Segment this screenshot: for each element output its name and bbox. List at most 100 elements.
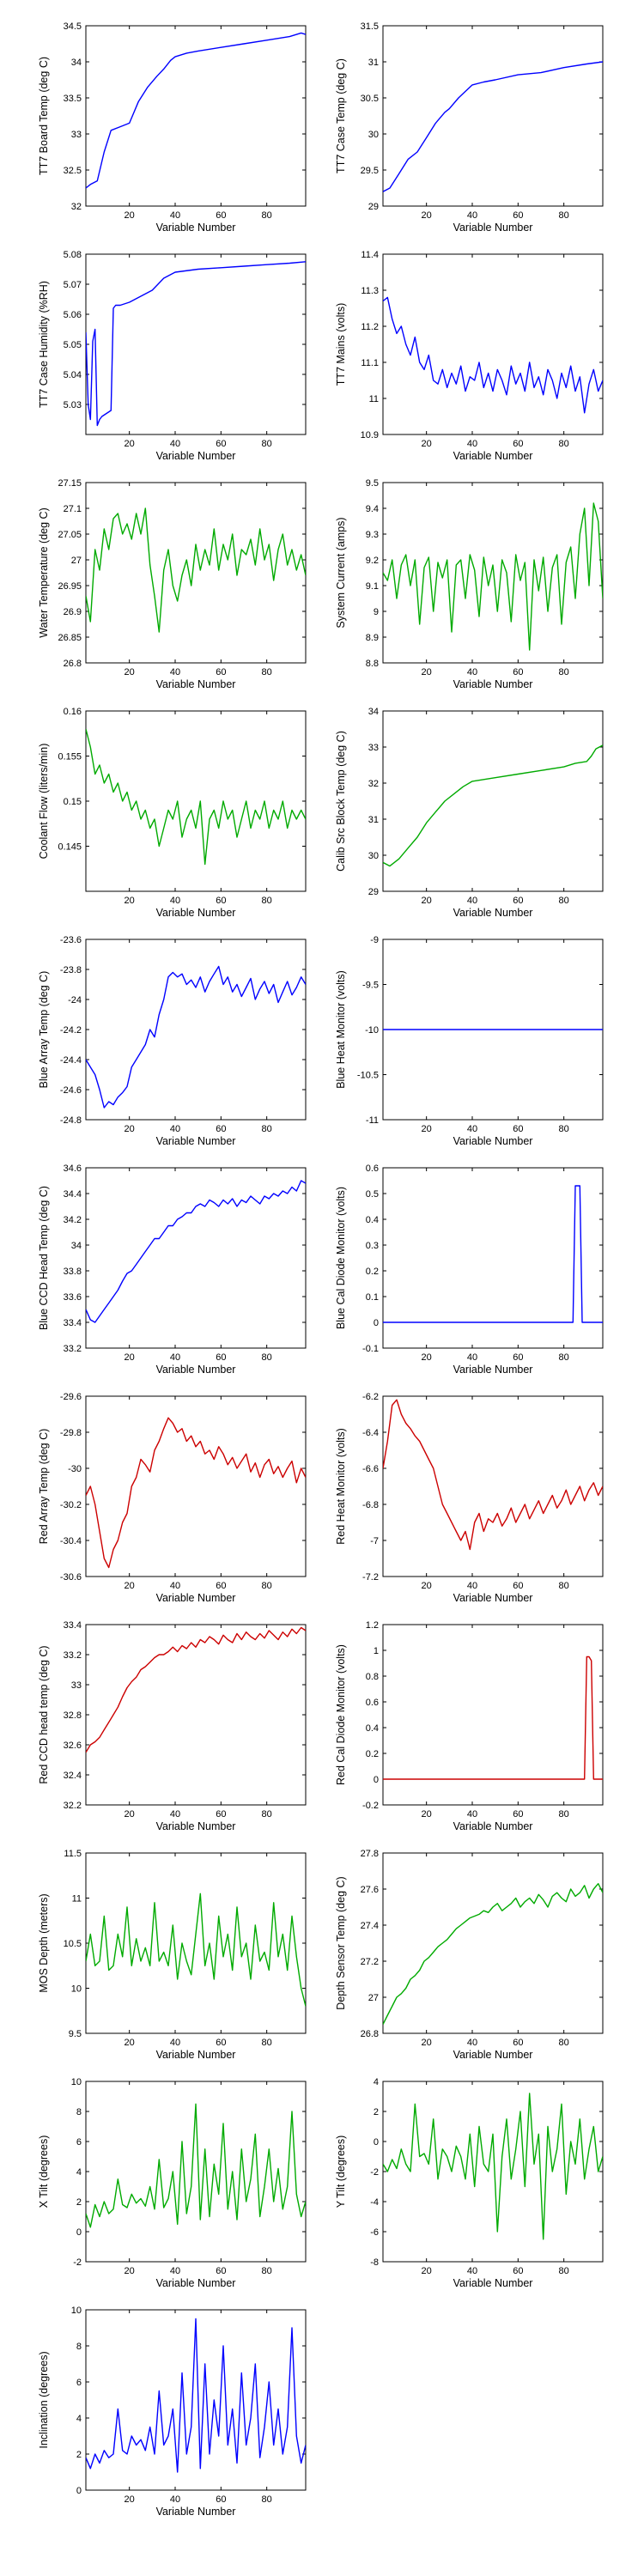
- y-tick-label: 34.2: [64, 1215, 82, 1225]
- x-tick-label: 60: [216, 667, 226, 677]
- x-tick-label: 20: [422, 1124, 432, 1134]
- chart-panel-1: 20 40 60 80 32 32.5 33 33.5 34 34.5 Variable Numbe…: [38, 21, 307, 234]
- chart-panel-8: 20 40 60 80 29 30 31 32 33 34 Variable Number Calib…: [335, 707, 604, 919]
- y-tick-label: 5.04: [64, 370, 82, 380]
- y-tick-label: -23.6: [60, 935, 82, 945]
- chart-panel-6: 20 40 60 80 8.8 8.9 9 9.1 9.2 9.3 9.4 9.5 Variable N…: [335, 478, 604, 690]
- x-tick-label: 80: [262, 2038, 272, 2048]
- y-tick-label: -6: [370, 2227, 379, 2238]
- x-tick-label: 40: [467, 2038, 477, 2048]
- x-axis-label: Variable Number: [156, 678, 236, 690]
- x-tick-label: 80: [559, 667, 569, 677]
- plot-area: [85, 939, 307, 1121]
- y-tick-label: 1.2: [366, 1620, 379, 1631]
- x-tick-label: 20: [422, 1352, 432, 1363]
- y-tick-label: 0.4: [366, 1215, 379, 1225]
- y-tick-label: -10.5: [357, 1071, 379, 1081]
- y-tick-label: 27.05: [58, 530, 82, 540]
- y-tick-label: -0.2: [362, 1801, 379, 1811]
- plot-area: [382, 710, 604, 892]
- series-line: [383, 1882, 603, 2025]
- y-tick-label: 5.08: [64, 250, 82, 260]
- x-tick-label: 60: [513, 1581, 523, 1591]
- y-tick-label: 8.8: [366, 659, 379, 669]
- y-tick-label: -24.4: [60, 1055, 82, 1066]
- x-axis-label: Variable Number: [453, 1820, 533, 1832]
- y-tick-label: 0.4: [366, 1723, 379, 1734]
- x-tick-label: 40: [467, 1124, 477, 1134]
- chart-panel-2: 20 40 60 80 29 29.5 30 30.5 31 31.5 Variable Numbe…: [335, 21, 604, 234]
- plot-area: [382, 2081, 604, 2263]
- y-tick-label: 29.5: [361, 166, 379, 176]
- x-tick-label: 20: [422, 1809, 432, 1820]
- plot-area: [382, 25, 604, 207]
- y-tick-label: 8: [76, 2107, 82, 2117]
- y-tick-label: -24.2: [60, 1025, 82, 1036]
- series-line: [383, 1656, 603, 1780]
- chart-panel-14: 20 40 60 80 -7.2 -7 -6.8 -6.6 -6.4 -6.2 Variable N…: [335, 1392, 604, 1604]
- x-tick-label: 80: [559, 210, 569, 221]
- y-tick-label: 11: [369, 394, 379, 404]
- y-tick-label: -0.1: [362, 1344, 379, 1354]
- y-tick-label: -6.4: [362, 1428, 379, 1438]
- x-tick-label: 40: [467, 1581, 477, 1591]
- y-tick-label: -10: [365, 1025, 379, 1036]
- y-tick-label: 32.6: [64, 1741, 82, 1751]
- y-tick-label: 0.16: [64, 707, 82, 717]
- x-tick-label: 40: [467, 439, 477, 449]
- y-tick-label: 34: [368, 707, 379, 717]
- y-tick-label: -23.8: [60, 965, 82, 975]
- plot-area: [382, 1852, 604, 2034]
- x-tick-label: 20: [422, 2038, 432, 2048]
- x-tick-label: 80: [262, 667, 272, 677]
- y-tick-label: 33.2: [64, 1344, 82, 1354]
- plot-area: [85, 482, 307, 664]
- x-tick-label: 40: [170, 2038, 180, 2048]
- x-tick-label: 20: [422, 439, 432, 449]
- x-tick-label: 40: [170, 896, 180, 906]
- plot-area: [85, 710, 307, 892]
- x-tick-label: 20: [125, 1352, 135, 1363]
- y-tick-label: 29: [368, 202, 379, 212]
- y-tick-label: 32: [368, 779, 379, 789]
- x-tick-label: 20: [125, 896, 135, 906]
- y-tick-label: 30.5: [361, 94, 379, 104]
- y-tick-label: 27.1: [64, 504, 82, 514]
- x-axis-label: Variable Number: [453, 678, 533, 690]
- y-tick-label: 11.1: [361, 358, 379, 368]
- y-tick-label: 9.5: [366, 478, 379, 489]
- chart-panel-16: 20 40 60 80 -0.2 0 0.2 0.4 0.6 0.8 1 1.2 Variable Nu…: [335, 1620, 604, 1832]
- chart-panel-3: 20 40 60 80 5.03 5.04 5.05 5.06 5.07 5.08 Variable…: [38, 250, 307, 462]
- y-tick-label: 27.4: [361, 1921, 379, 1931]
- y-tick-label: -29.6: [60, 1392, 82, 1402]
- x-tick-label: 20: [125, 1809, 135, 1820]
- chart-panel-18: 20 40 60 80 26.8 27 27.2 27.4 27.6 27.8 Variable N…: [335, 1849, 604, 2061]
- y-tick-label: 5.06: [64, 310, 82, 320]
- chart-panel-13: 20 40 60 80 -30.6 -30.4 -30.2 -30 -29.8 -29.6 Vari…: [38, 1392, 307, 1604]
- x-tick-label: 80: [559, 896, 569, 906]
- y-axis-label: Red Array Temp (deg C): [38, 1429, 50, 1545]
- y-tick-label: 11.3: [361, 286, 379, 296]
- x-axis-label: Variable Number: [156, 450, 236, 462]
- y-tick-label: 0: [76, 2486, 82, 2496]
- y-axis-label: TT7 Case Temp (deg C): [335, 58, 347, 173]
- x-axis-label: Variable Number: [453, 222, 533, 234]
- y-tick-label: 1: [374, 1646, 379, 1656]
- x-axis-label: Variable Number: [453, 450, 533, 462]
- y-tick-label: 34.4: [64, 1189, 82, 1200]
- y-tick-label: 33.8: [64, 1267, 82, 1277]
- x-axis-label: Variable Number: [156, 222, 236, 234]
- x-axis-label: Variable Number: [453, 907, 533, 919]
- y-tick-label: 33.4: [64, 1620, 82, 1631]
- y-axis-label: System Current (amps): [335, 517, 347, 628]
- x-tick-label: 80: [262, 1352, 272, 1363]
- y-tick-label: -24.8: [60, 1115, 82, 1126]
- y-axis-label: Blue Array Temp (deg C): [38, 971, 50, 1089]
- y-tick-label: 10: [71, 2077, 82, 2087]
- x-tick-label: 80: [262, 896, 272, 906]
- y-tick-label: 0.8: [366, 1672, 379, 1682]
- y-tick-label: 32.2: [64, 1801, 82, 1811]
- y-axis-label: Calib Src Block Temp (deg C): [335, 731, 347, 872]
- x-tick-label: 20: [422, 210, 432, 221]
- series-line: [86, 965, 306, 1109]
